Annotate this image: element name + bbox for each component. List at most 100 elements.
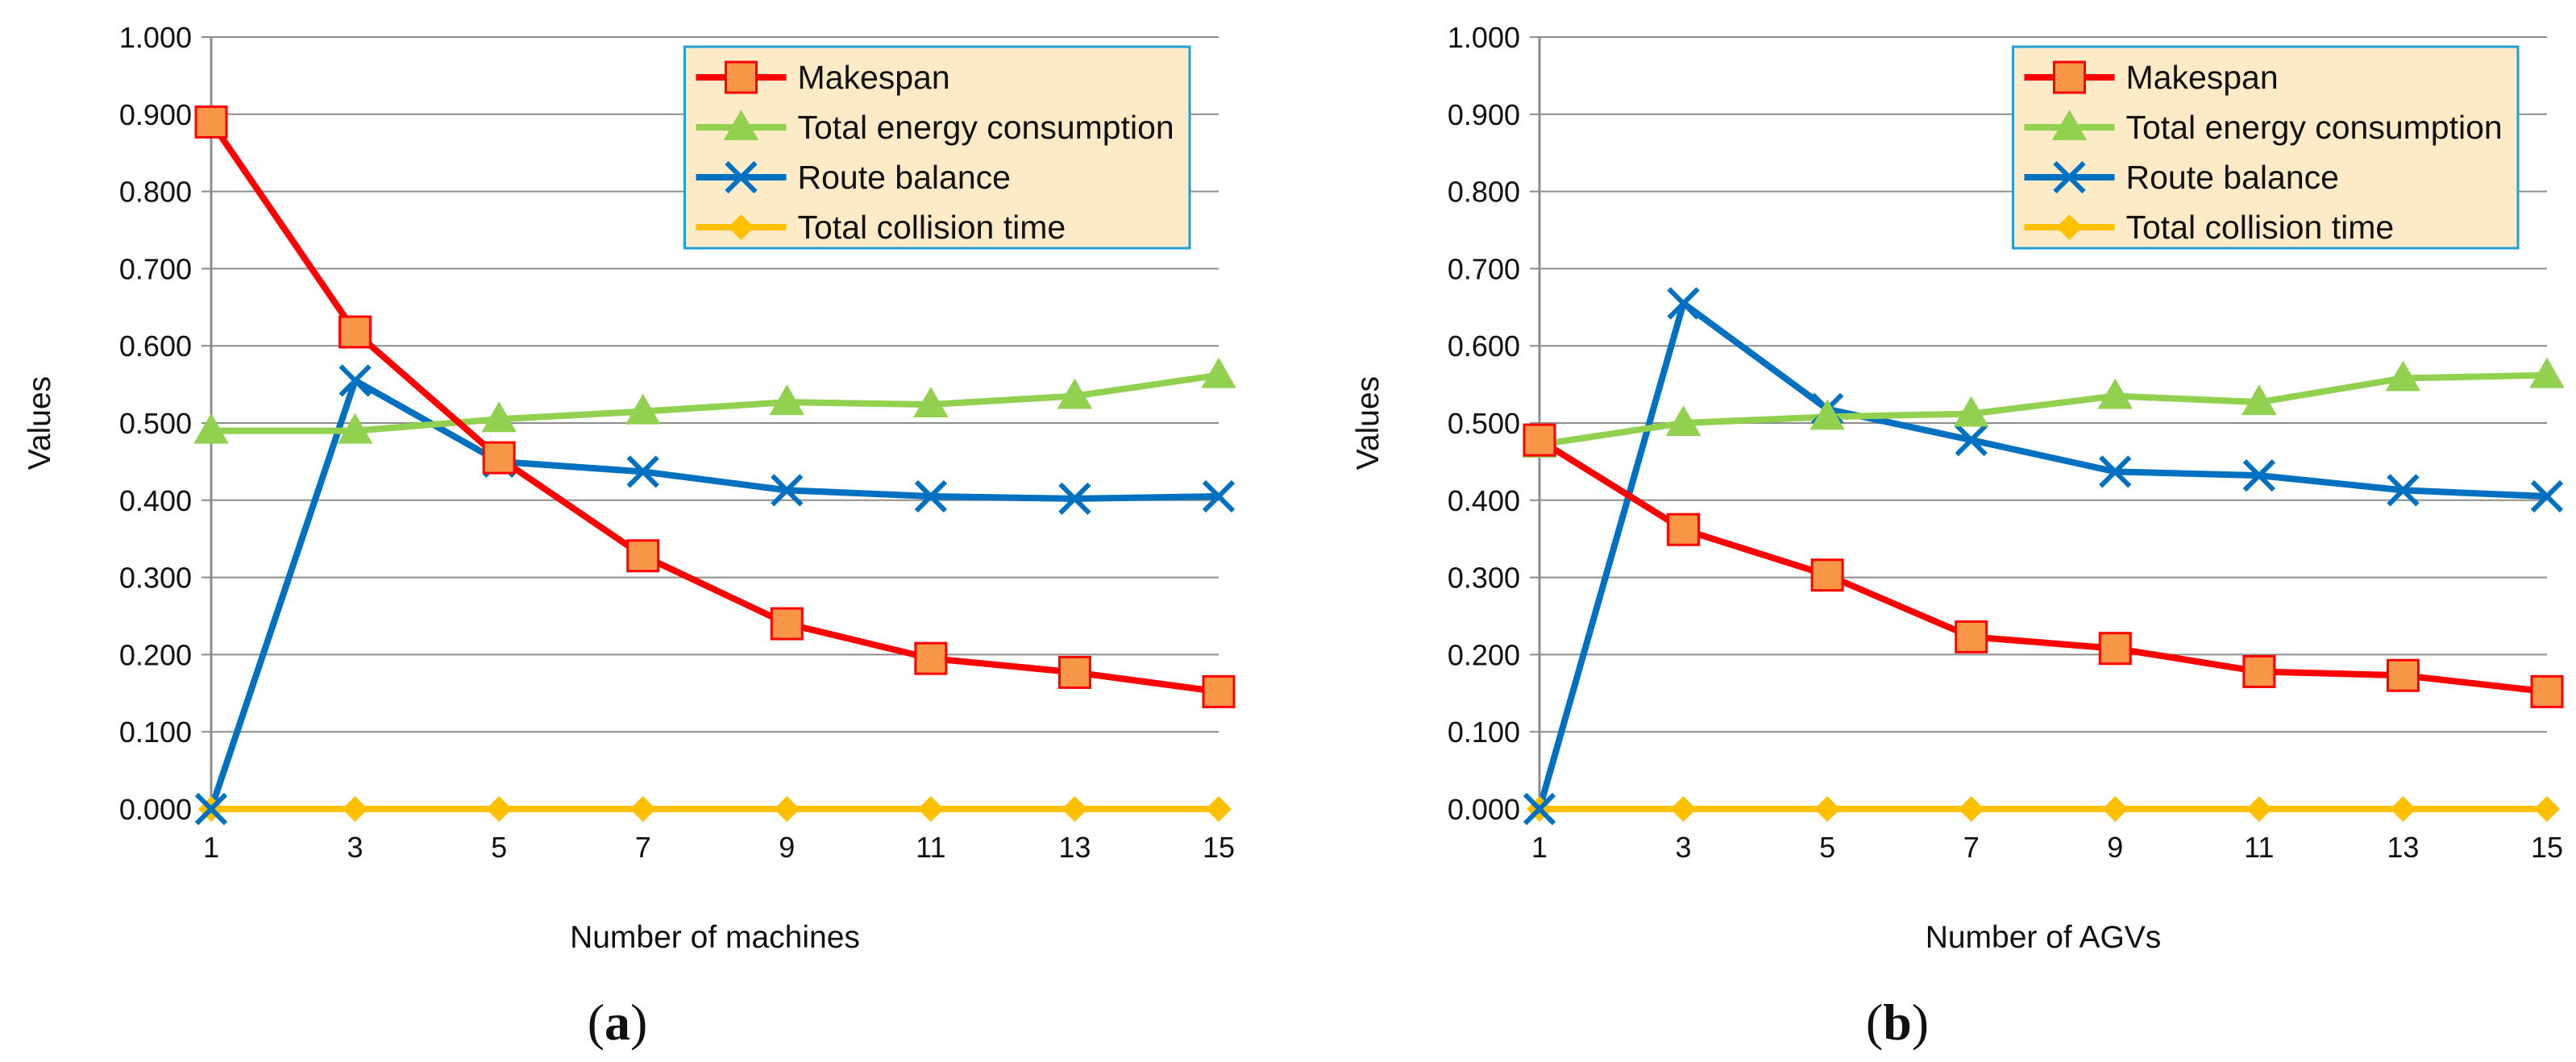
point-b-energy-4 [2097, 378, 2134, 409]
point-b-route-3-stroke-b [1955, 423, 1988, 457]
x-tick-label-b-2: 5 [1819, 831, 1835, 864]
point-a-collision-6 [1062, 796, 1088, 822]
y-tick-label-a-2: 0.200 [119, 638, 192, 671]
x-tick-label-b-6: 13 [2387, 831, 2419, 864]
point-a-route-1 [339, 364, 372, 397]
point-a-makespan-4 [770, 607, 804, 641]
point-a-route-3-stroke-b [626, 455, 659, 488]
series-line-a-route [208, 377, 1219, 811]
point-b-makespan-3 [1955, 620, 1988, 653]
point-b-makespan-1 [1667, 512, 1701, 546]
point-b-makespan-7 [2530, 674, 2564, 708]
point-a-energy-0 [193, 413, 229, 444]
point-a-route-5-stroke-b [914, 479, 947, 513]
panel-label-letter-b: b [1883, 994, 1912, 1051]
chart-a: 0.000 0.100 0.200 0.300 0.400 0.500 0.600 0.700… [23, 21, 1236, 955]
x-tick-label-b-5: 11 [2244, 831, 2274, 864]
legend-swatch-marker-b-energy [2051, 109, 2088, 140]
point-a-route-6 [1058, 482, 1091, 516]
x-tick-label-a-2: 5 [491, 831, 507, 864]
panel-label-close-a: ) [630, 994, 647, 1051]
legend-swatch-marker-a-collision [728, 214, 754, 240]
point-a-route-3 [626, 455, 659, 488]
legend-swatch-marker-b-collision [2056, 214, 2083, 240]
point-a-route-7-stroke-b [1202, 479, 1236, 513]
point-b-route-6 [2387, 474, 2420, 507]
point-b-route-0-stroke-b [1523, 792, 1556, 826]
x-tick-label-b-3: 7 [1963, 831, 1980, 864]
point-b-makespan-6 [2386, 658, 2420, 692]
y-axis-title-b: Values [1351, 376, 1386, 470]
point-b-route-4 [2099, 455, 2132, 488]
point-a-route-6-stroke-b [1058, 482, 1091, 516]
point-a-collision-2 [486, 796, 513, 822]
point-b-route-3 [1955, 423, 1988, 457]
point-b-route-7-stroke-b [2530, 479, 2564, 513]
point-a-energy-1 [337, 413, 373, 444]
point-b-energy-5 [2242, 384, 2277, 416]
point-b-collision-3 [1958, 796, 1984, 822]
point-a-energy-4 [769, 384, 805, 416]
point-b-energy-6 [2385, 360, 2421, 392]
x-tick-label-b-4: 9 [2107, 831, 2123, 864]
x-tick-label-b-1: 3 [1676, 831, 1692, 864]
point-a-makespan-2 [482, 441, 516, 475]
series-line-b-makespan [1537, 437, 2548, 695]
y-tick-label-b-0: 0.000 [1448, 793, 1520, 826]
y-tick-label-a-6: 0.600 [119, 330, 192, 363]
legend-swatch-marker-a-route [725, 160, 758, 194]
y-tick-label-b-7: 0.700 [1448, 252, 1520, 285]
y-tick-label-b-6: 0.600 [1448, 330, 1520, 363]
chart-b: 0.000 0.100 0.200 0.300 0.400 0.500 0.600 0.700… [1351, 21, 2565, 955]
point-b-route-5-stroke-b [2242, 459, 2275, 492]
legend-label-a-energy: Total energy consumption [798, 109, 1174, 146]
x-tick-label-a-5: 11 [916, 831, 945, 864]
series-line-b-route [1536, 300, 2548, 811]
panel-label-a: (a) [588, 994, 648, 1051]
y-tick-label-a-5: 0.500 [119, 407, 192, 440]
point-b-collision-2 [1814, 796, 1841, 822]
point-b-energy-7 [2529, 357, 2565, 388]
point-b-route-0 [1523, 792, 1556, 826]
point-b-makespan-5 [2242, 654, 2276, 688]
legend-label-b-route: Route balance [2126, 159, 2339, 196]
point-a-energy-6 [1057, 378, 1093, 409]
panel-label-letter-a: a [605, 994, 630, 1051]
y-tick-label-b-3: 0.300 [1448, 562, 1520, 595]
y-tick-label-a-10: 1.000 [119, 21, 192, 54]
point-b-route-4-stroke-b [2099, 455, 2132, 488]
x-tick-label-b-0: 1 [1531, 831, 1548, 864]
x-tick-label-a-6: 13 [1058, 831, 1091, 864]
x-tick-label-b-7: 15 [2531, 831, 2563, 864]
point-a-makespan-6 [1057, 655, 1091, 689]
x-tick-label-a-3: 7 [635, 831, 651, 864]
point-b-collision-7 [2534, 796, 2560, 822]
y-tick-label-a-3: 0.300 [119, 562, 192, 595]
x-tick-label-a-7: 15 [1203, 831, 1235, 864]
point-a-route-5 [914, 479, 947, 513]
point-b-energy-1 [1665, 404, 1701, 436]
point-a-makespan-5 [914, 641, 948, 675]
point-a-energy-3 [625, 393, 661, 425]
y-tick-label-b-4: 0.400 [1448, 484, 1520, 517]
legend-label-b-energy: Total energy consumption [2126, 109, 2503, 146]
point-a-route-0 [194, 792, 228, 826]
panel-label-open-a: ( [588, 994, 605, 1051]
point-a-energy-7 [1201, 357, 1236, 388]
point-b-route-1 [1667, 287, 1700, 320]
y-tick-label-a-9: 0.900 [119, 98, 192, 131]
y-tick-label-b-2: 0.200 [1448, 638, 1520, 671]
point-b-route-1-stroke-b [1667, 287, 1700, 320]
legend-swatch-marker-a-energy [723, 109, 759, 140]
y-tick-label-a-1: 0.100 [119, 716, 192, 749]
point-a-route-0-stroke-b [194, 792, 228, 826]
series-line-a-energy [211, 371, 1219, 434]
series-line-a-makespan [208, 120, 1219, 695]
x-axis-title-b: Number of AGVs [1926, 920, 2162, 955]
point-a-makespan-7 [1202, 674, 1236, 708]
point-b-energy-3 [1953, 396, 1989, 427]
point-a-makespan-0 [194, 105, 228, 139]
y-tick-label-a-8: 0.800 [119, 176, 192, 209]
legend-swatch-marker-b-makespan [2053, 60, 2086, 94]
